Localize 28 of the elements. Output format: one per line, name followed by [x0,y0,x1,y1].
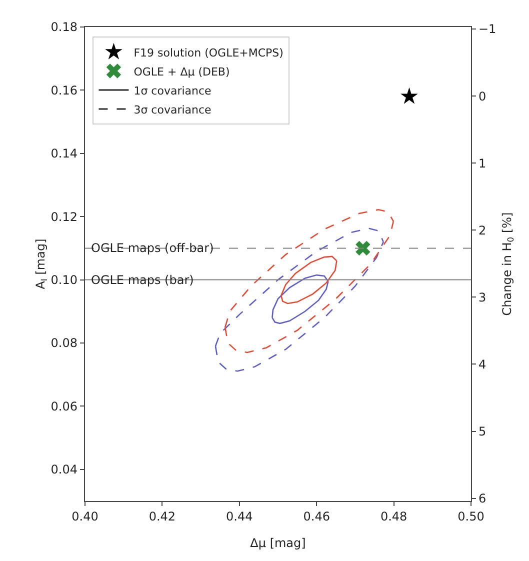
x-axis-title: Δμ [mag] [250,536,306,550]
y-tick-label: 0.18 [50,20,78,34]
y-tick-label: 0.04 [50,462,78,477]
y-tick-label: 0.08 [50,336,78,350]
y-tick-label: 0.06 [50,399,78,414]
y2-tick-label: 1 [478,156,486,170]
legend-label: 3σ covariance [134,103,212,116]
y2-tick-label: 0 [478,89,486,104]
legend-label: 1σ covariance [134,84,212,98]
y2-tick-label: 5 [478,424,486,438]
x-tick-label: 0.44 [226,510,253,524]
legend-label: OGLE + Δμ (DEB) [134,65,230,78]
y-tick-label: 0.14 [50,146,78,161]
x-tick-label: 0.48 [380,510,408,524]
y-tick-label: 0.10 [50,273,78,287]
ref-line-label: OGLE maps (off-bar) [91,241,214,255]
x-tick-label: 0.50 [458,510,484,524]
x-tick-label: 0.46 [303,510,330,524]
y-tick-label: 0.12 [50,210,78,224]
y2-tick-label: 3 [478,290,486,304]
y2-tick-label: 2 [478,223,486,238]
legend-label: F19 solution (OGLE+MCPS) [134,46,284,60]
y2-tick-label: −1 [478,22,496,36]
y-tick-label: 0.16 [50,83,78,98]
x-tick-label: 0.40 [72,510,98,524]
y2-tick-label: 6 [478,492,486,506]
y2-tick-label: 4 [478,357,486,372]
x-tick-label: 0.42 [148,510,176,524]
